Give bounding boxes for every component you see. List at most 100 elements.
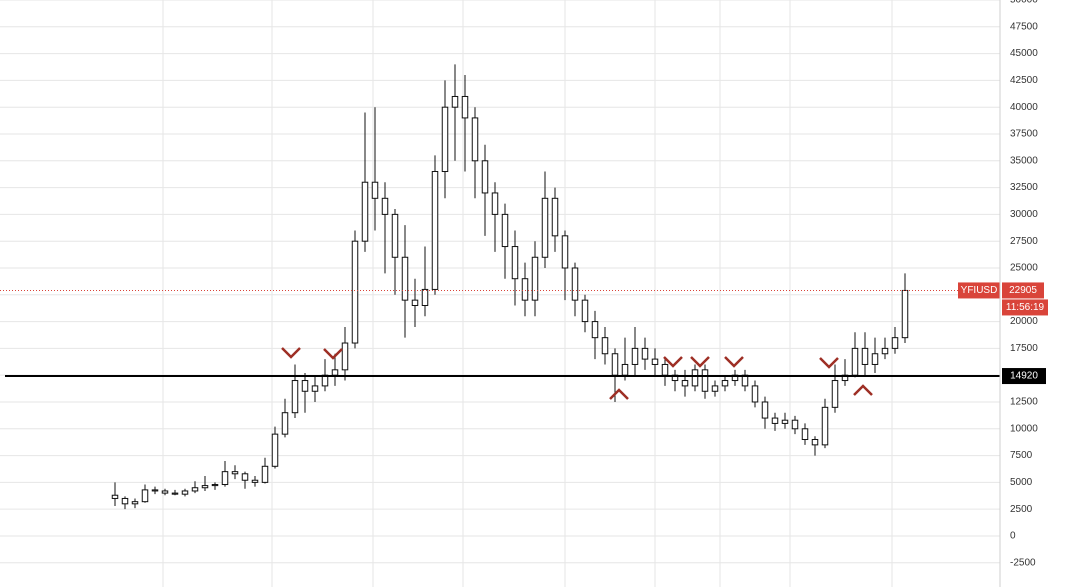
candle-body <box>291 380 299 414</box>
candle-body <box>821 406 829 446</box>
candle-body <box>241 473 249 481</box>
candle-body <box>801 428 809 440</box>
candle-body <box>281 412 289 435</box>
candle <box>371 107 379 231</box>
y-tick-label: 7500 <box>1010 450 1033 461</box>
countdown-label: 11:56:19 <box>1006 302 1045 313</box>
candle <box>351 230 359 349</box>
candle-body <box>661 363 669 376</box>
y-tick-label: 30000 <box>1010 209 1038 220</box>
y-tick-label: 12500 <box>1010 397 1038 408</box>
candle <box>661 359 669 386</box>
candle <box>161 488 169 496</box>
candle-body <box>791 419 799 430</box>
candle-body <box>461 95 469 119</box>
horizontal-grid: -250002500500075001000012500150001750020… <box>0 0 1038 568</box>
candle-body <box>401 256 409 301</box>
candle-body <box>411 299 419 307</box>
candle <box>461 75 469 172</box>
level-box <box>1002 368 1046 385</box>
candle <box>841 359 849 386</box>
candles <box>111 64 909 510</box>
candle <box>421 246 429 317</box>
candle-body <box>181 490 189 495</box>
candle-body <box>311 385 319 392</box>
candle-body <box>751 385 759 403</box>
y-tick-label: 47500 <box>1010 21 1038 32</box>
candle-body <box>191 487 199 492</box>
candle-body <box>361 181 369 242</box>
candle <box>231 465 239 480</box>
candle <box>741 369 749 392</box>
candle <box>391 209 399 295</box>
candle <box>361 112 369 252</box>
candle <box>801 423 809 445</box>
candle <box>381 182 389 274</box>
candle <box>641 337 649 370</box>
candle-body <box>881 347 889 355</box>
candle-body <box>231 471 239 475</box>
candle-body <box>431 171 439 290</box>
candle <box>301 373 309 413</box>
candle <box>171 489 179 496</box>
candle <box>701 364 709 399</box>
candle <box>541 171 549 268</box>
candle-body <box>121 497 129 505</box>
candle-body <box>851 347 859 376</box>
candle-body <box>381 197 389 215</box>
candle-body <box>601 337 609 355</box>
y-tick-label: 45000 <box>1010 48 1038 59</box>
down-chevron <box>724 356 744 368</box>
candle <box>181 488 189 497</box>
candle-body <box>581 299 589 323</box>
candle-body <box>141 489 149 503</box>
candle <box>131 498 139 509</box>
symbol-box <box>958 282 1000 299</box>
y-tick-label: -2500 <box>1010 557 1036 568</box>
candle-body <box>621 363 629 376</box>
candle <box>901 273 909 344</box>
y-tick-label: 50000 <box>1010 0 1038 6</box>
candle <box>471 107 479 199</box>
candle <box>731 369 739 386</box>
candle <box>111 482 119 506</box>
candle <box>521 262 529 317</box>
candle <box>401 225 409 338</box>
candle-body <box>831 380 839 408</box>
y-tick-label: 25000 <box>1010 263 1038 274</box>
candle-body <box>631 347 639 365</box>
candle <box>141 484 149 503</box>
candle <box>341 326 349 381</box>
candle-body <box>641 347 649 360</box>
candle <box>861 332 869 376</box>
y-tick-label: 42500 <box>1010 75 1038 86</box>
candle <box>241 471 249 489</box>
y-tick-label: 17500 <box>1010 343 1038 354</box>
candle-body <box>471 117 479 162</box>
candle <box>511 230 519 306</box>
candle <box>881 337 889 360</box>
candle-body <box>111 494 119 499</box>
candle <box>571 262 579 317</box>
candle <box>261 457 269 484</box>
symbol-label: YFIUSD <box>961 285 998 296</box>
candle-body <box>871 353 879 365</box>
candle <box>721 375 729 392</box>
price-box <box>1002 282 1044 299</box>
candle-body <box>561 235 569 269</box>
up-chevron <box>853 384 873 396</box>
y-tick-label: 5000 <box>1010 477 1033 488</box>
y-tick-label: 35000 <box>1010 155 1038 166</box>
candle-body <box>711 385 719 392</box>
level-label: 14920 <box>1010 371 1038 382</box>
y-tick-label: 2500 <box>1010 504 1033 515</box>
chevrons <box>281 347 873 400</box>
candle <box>291 364 299 419</box>
candle <box>581 294 589 333</box>
y-tick-label: 10000 <box>1010 423 1038 434</box>
candle-body <box>251 479 259 483</box>
down-chevron <box>663 356 683 368</box>
candle <box>601 326 609 365</box>
candle <box>821 398 829 449</box>
